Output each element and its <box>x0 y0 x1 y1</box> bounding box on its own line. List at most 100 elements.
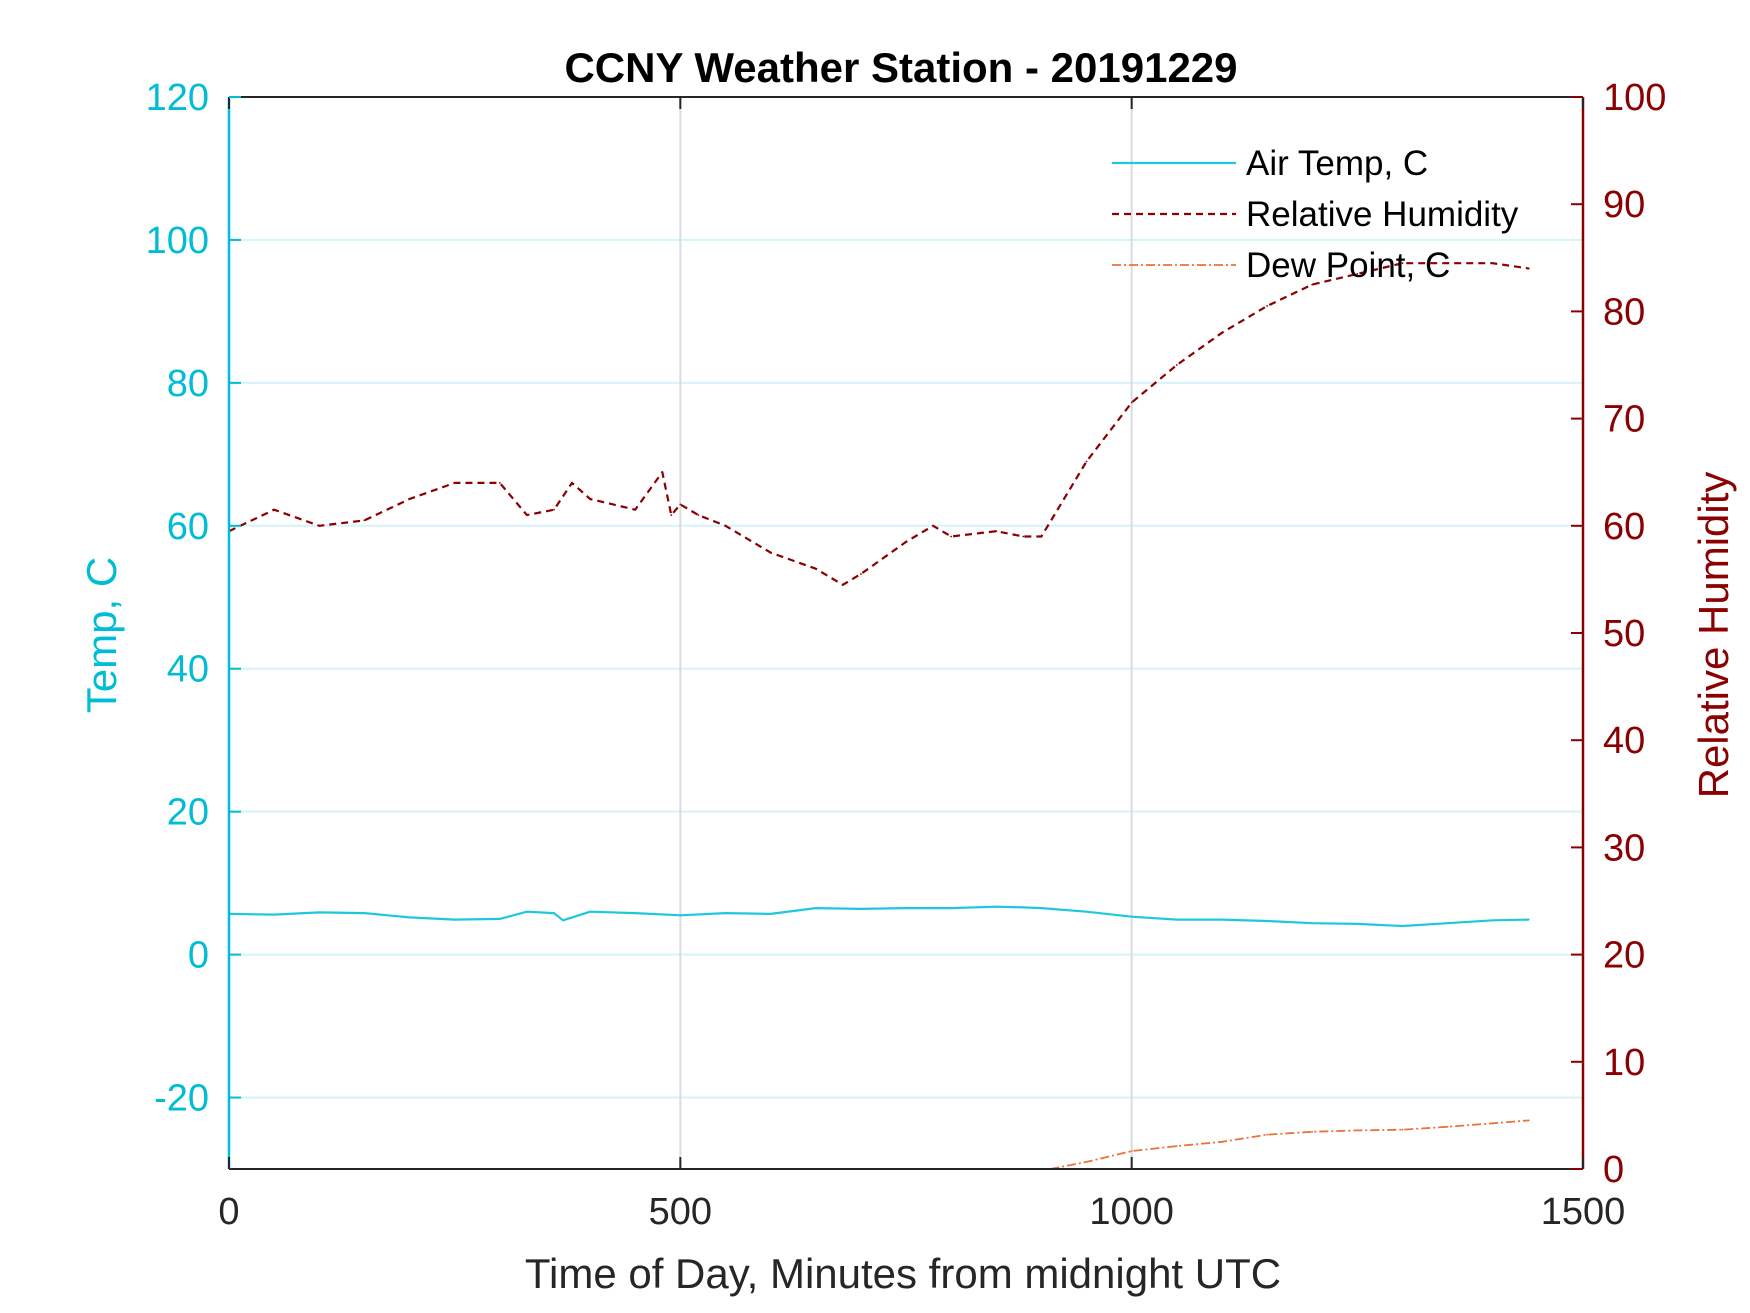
series-1-point-24 <box>995 530 998 533</box>
y-left-tick-label-2: 20 <box>167 792 209 834</box>
series-2-point-3 <box>1175 1145 1178 1147</box>
series-1-point-4 <box>408 498 411 500</box>
x-tick-label-1: 500 <box>649 1191 712 1233</box>
legend-label-2: Dew Point, C <box>1246 246 1450 285</box>
series-1-point-23 <box>950 535 952 538</box>
y-right-tick-label-5: 50 <box>1603 613 1645 655</box>
series-1-point-15 <box>697 514 700 516</box>
series-0-point-23 <box>1130 915 1133 918</box>
series-0-point-12 <box>679 914 682 917</box>
grid <box>229 97 1583 1169</box>
series-line-2 <box>1050 1119 1529 1170</box>
series-group <box>228 262 1530 1170</box>
series-0-point-31 <box>1491 919 1494 922</box>
series-1-point-27 <box>1085 460 1088 463</box>
x-tick-label-3: 1500 <box>1541 1191 1626 1233</box>
series-0-point-10 <box>589 910 591 913</box>
series-0-point-32 <box>1527 918 1530 921</box>
series-2-point-4 <box>1221 1140 1223 1143</box>
y-left-tick-label-5: 80 <box>167 363 209 405</box>
series-1-point-22 <box>932 524 934 527</box>
series-2-point-9 <box>1446 1125 1449 1128</box>
series-0-point-19 <box>995 905 998 908</box>
y-axis-label-right: Relative Humidity <box>1690 472 1737 799</box>
series-0-point-20 <box>1022 906 1025 909</box>
series-0-point-1 <box>273 913 275 916</box>
series-1-point-30 <box>1221 331 1223 334</box>
y-left-tick-label-3: 40 <box>167 649 209 691</box>
legend-label-0: Air Temp, C <box>1246 144 1428 183</box>
series-line-1 <box>228 262 1529 586</box>
series-1-point-8 <box>553 508 555 511</box>
y-right-tick-label-9: 90 <box>1603 184 1645 226</box>
series-1-point-25 <box>1022 535 1025 538</box>
series-1-point-6 <box>498 482 501 484</box>
y-left-tick-label-7: 120 <box>146 77 209 119</box>
series-0-point-18 <box>950 907 952 909</box>
series-1-point-14 <box>679 503 682 506</box>
y-right-tick-label-7: 70 <box>1603 399 1645 441</box>
series-1-point-18 <box>814 567 817 570</box>
series-0-point-26 <box>1266 920 1268 922</box>
series-0-point-6 <box>498 918 501 920</box>
series-1-point-32 <box>1311 283 1314 286</box>
series-1-point-33 <box>1356 273 1359 275</box>
series-1-point-29 <box>1175 364 1178 366</box>
series-1-point-26 <box>1040 535 1043 538</box>
series-0-point-28 <box>1356 923 1359 925</box>
series-2-point-11 <box>1527 1119 1530 1122</box>
series-0-point-16 <box>860 908 862 910</box>
x-tick-label-0: 0 <box>218 1191 239 1233</box>
series-2-point-2 <box>1130 1150 1133 1152</box>
series-1-point-3 <box>363 519 366 522</box>
series-1-point-20 <box>860 573 862 575</box>
x-axis-label: Time of Day, Minutes from midnight UTC <box>525 1250 1281 1297</box>
series-1-point-28 <box>1130 401 1133 404</box>
y-right-tick-label-2: 20 <box>1603 935 1645 977</box>
tick-labels: 0 500 1000 1500 -20 0 20 40 60 80 100 120 0 10 20 30 40 5… <box>146 77 1667 1233</box>
y-left-tick-label-0: -20 <box>154 1078 209 1120</box>
x-tick-label-2: 1000 <box>1089 1191 1174 1233</box>
series-0-point-25 <box>1221 918 1223 921</box>
series-0-point-13 <box>724 912 727 914</box>
series-1-point-12 <box>661 471 664 474</box>
series-1-point-36 <box>1491 262 1494 265</box>
series-2-point-5 <box>1266 1133 1268 1136</box>
y-right-tick-label-6: 60 <box>1603 506 1645 548</box>
series-1-point-16 <box>724 524 727 527</box>
series-0-point-30 <box>1446 922 1449 925</box>
series-0-point-24 <box>1175 918 1178 921</box>
y-axis-label-left: Temp, C <box>78 557 125 713</box>
series-1-point-11 <box>634 508 637 511</box>
chart-title: CCNY Weather Station - 20191229 <box>564 44 1237 91</box>
series-0-point-2 <box>318 911 321 914</box>
series-0-point-21 <box>1040 907 1043 909</box>
series-1-point-10 <box>589 498 591 500</box>
y-left-tick-label-4: 60 <box>167 506 209 548</box>
y-right-tick-label-8: 80 <box>1603 291 1645 333</box>
series-1-point-9 <box>571 482 573 484</box>
series-1-point-13 <box>670 514 673 516</box>
series-2-point-10 <box>1491 1122 1494 1125</box>
series-1-point-35 <box>1446 262 1449 265</box>
series-2-point-7 <box>1356 1129 1359 1132</box>
y-left-tick-label-1: 0 <box>188 935 209 977</box>
series-0-point-11 <box>634 912 637 914</box>
y-right-tick-label-1: 10 <box>1603 1042 1645 1084</box>
series-1-point-1 <box>273 508 275 511</box>
series-0-point-17 <box>905 907 907 909</box>
series-1-point-17 <box>769 551 772 554</box>
series-2-point-8 <box>1401 1128 1404 1131</box>
legend-label-1: Relative Humidity <box>1246 195 1519 234</box>
series-0-point-9 <box>562 919 564 922</box>
series-1-point-19 <box>841 583 844 586</box>
y-right-tick-label-10: 100 <box>1603 77 1666 119</box>
series-0-point-5 <box>453 918 456 921</box>
y-right-tick-label-4: 40 <box>1603 720 1645 762</box>
series-1-point-21 <box>905 541 907 543</box>
series-2-point-1 <box>1085 1161 1088 1163</box>
series-0-point-14 <box>769 913 772 915</box>
series-2-point-6 <box>1311 1130 1314 1133</box>
